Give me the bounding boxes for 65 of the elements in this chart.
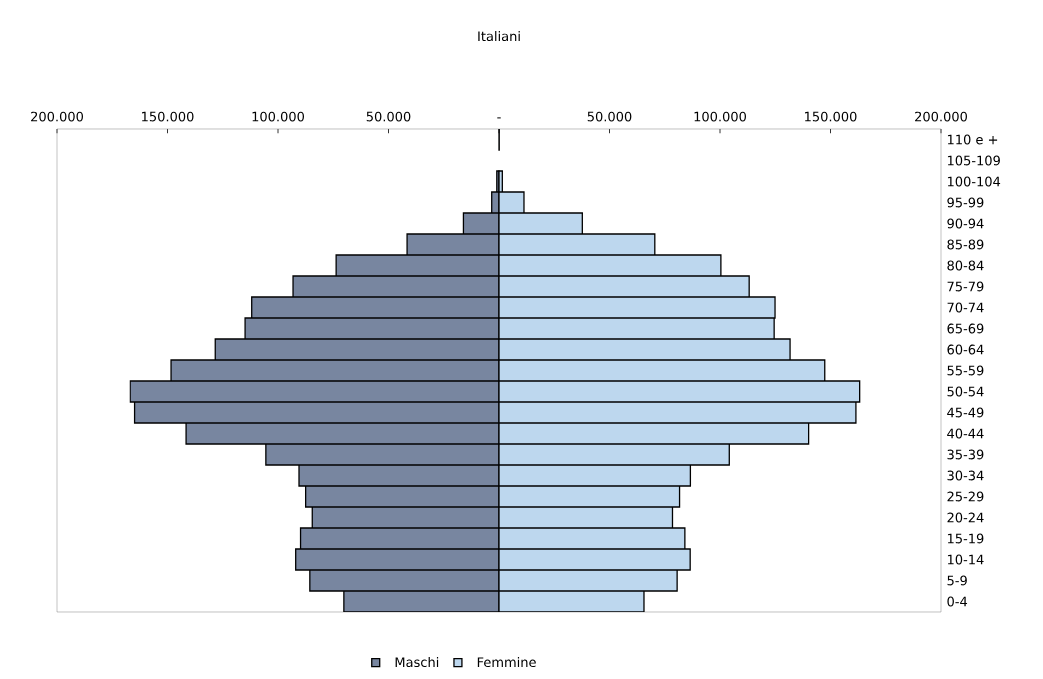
x-tick-label: 150.000 (805, 111, 857, 122)
y-tick-label: 45-49 (947, 407, 984, 418)
bar (299, 527, 500, 550)
y-tick-label: 0-4 (947, 596, 968, 607)
x-tick-label: 200.000 (915, 111, 967, 122)
bar (498, 296, 776, 319)
y-tick-label: 80-84 (947, 260, 984, 271)
bar (251, 296, 500, 319)
bar (498, 254, 722, 277)
bar (311, 506, 500, 529)
bar (292, 275, 500, 298)
y-tick-label: 30-34 (947, 470, 984, 481)
y-tick-label: 90-94 (947, 218, 984, 229)
y-tick-label: 25-29 (947, 491, 984, 502)
bar (309, 569, 500, 592)
y-tick-label: 50-54 (947, 386, 984, 397)
bar (244, 317, 500, 340)
x-tick-label: 100.000 (252, 111, 304, 122)
bar (498, 485, 681, 508)
bar (498, 359, 826, 382)
bar (304, 485, 500, 508)
bar (498, 317, 775, 340)
y-tick-label: 65-69 (947, 323, 984, 334)
y-tick-label: 20-24 (947, 512, 984, 523)
x-tick-label: 50.000 (366, 111, 411, 122)
bar (498, 401, 857, 424)
y-tick-label: 15-19 (947, 533, 984, 544)
bar (185, 422, 500, 445)
bar (498, 548, 691, 571)
y-tick-label: 100-104 (947, 176, 1001, 187)
y-tick-label: 95-99 (947, 197, 984, 208)
bar (498, 422, 810, 445)
x-tick-label: 150.000 (142, 111, 194, 122)
y-tick-label: 60-64 (947, 344, 984, 355)
y-tick-label: 5-9 (947, 575, 967, 586)
y-tick-label: 55-59 (947, 365, 984, 376)
bar (498, 527, 686, 550)
y-tick-label: 40-44 (947, 428, 984, 439)
bar (129, 380, 500, 403)
legend-label: Femmine (477, 657, 536, 668)
bar (214, 338, 500, 361)
x-tick-label: 50.000 (587, 111, 632, 122)
bar (498, 443, 730, 466)
legend-label: Maschi (395, 657, 439, 668)
bar (170, 359, 500, 382)
y-tick-label: 75-79 (947, 281, 984, 292)
y-tick-label: 10-14 (947, 554, 984, 565)
chart-title: Italiani (478, 31, 520, 42)
y-tick-label: 85-89 (947, 239, 984, 250)
y-tick-label: 110 e + (947, 134, 998, 145)
bar (298, 464, 500, 487)
x-tick-label: 100.000 (694, 111, 746, 122)
bar (498, 275, 750, 298)
y-tick-label: 35-39 (947, 449, 984, 460)
bar (265, 443, 500, 466)
x-tick-label: - (497, 117, 501, 119)
x-tick-label: 200.000 (31, 111, 84, 122)
bar (498, 506, 674, 529)
y-tick-label: 105-109 (947, 155, 1000, 166)
bar (498, 464, 692, 487)
bar (133, 401, 500, 424)
bar (295, 548, 500, 571)
bar (498, 338, 791, 361)
y-tick-label: 70-74 (947, 302, 984, 313)
bar (498, 380, 861, 403)
